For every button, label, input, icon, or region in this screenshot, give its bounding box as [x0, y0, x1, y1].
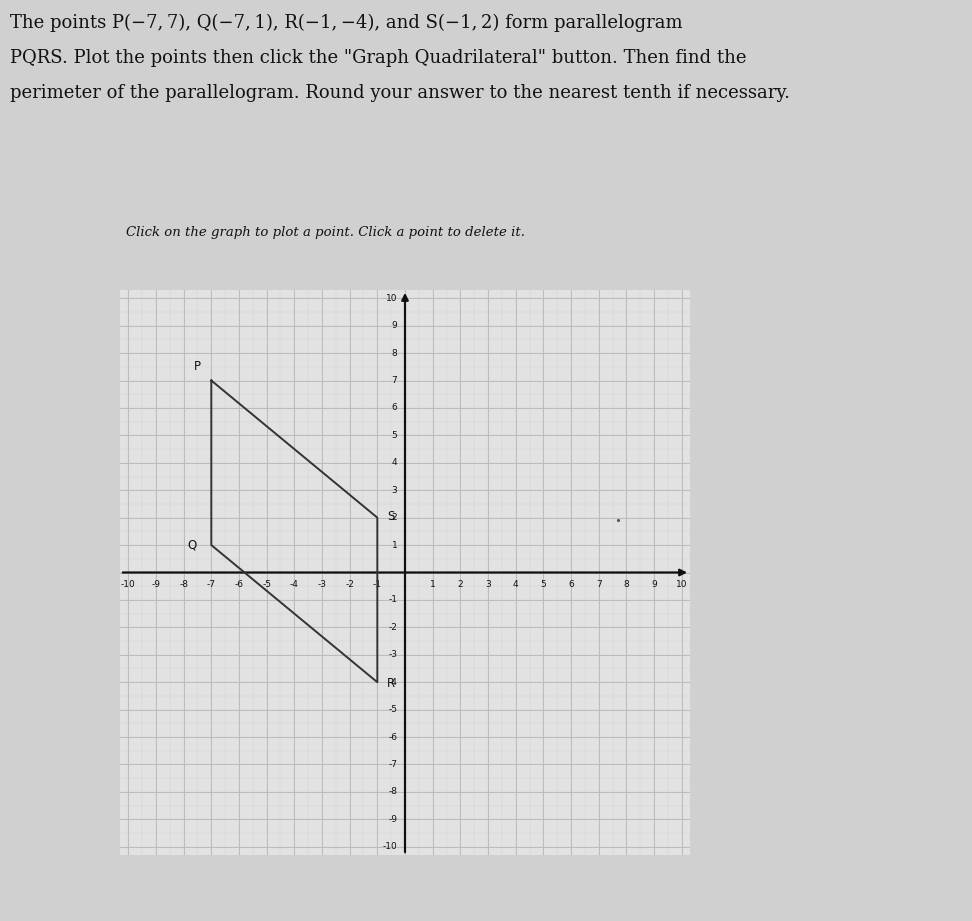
Text: -1: -1 — [388, 596, 398, 604]
Text: -5: -5 — [262, 580, 271, 589]
Text: 3: 3 — [392, 485, 398, 495]
Text: -7: -7 — [207, 580, 216, 589]
Text: -6: -6 — [388, 732, 398, 741]
Text: -1: -1 — [373, 580, 382, 589]
Text: 10: 10 — [676, 580, 687, 589]
Text: 2: 2 — [392, 513, 398, 522]
Text: 6: 6 — [569, 580, 573, 589]
Text: 6: 6 — [392, 403, 398, 413]
Text: 3: 3 — [485, 580, 491, 589]
Text: PQRS. Plot the points then click the "Graph Quadrilateral" button. Then find the: PQRS. Plot the points then click the "Gr… — [10, 49, 746, 67]
Text: -2: -2 — [345, 580, 354, 589]
Text: 2: 2 — [458, 580, 463, 589]
Text: -8: -8 — [388, 787, 398, 797]
Text: -6: -6 — [234, 580, 243, 589]
Text: The points P(−7, 7), Q(−7, 1), R(−1, −4), and S(−1, 2) form parallelogram: The points P(−7, 7), Q(−7, 1), R(−1, −4)… — [10, 14, 682, 32]
Text: 9: 9 — [651, 580, 657, 589]
Text: 7: 7 — [596, 580, 602, 589]
Text: -7: -7 — [388, 760, 398, 769]
Text: 9: 9 — [392, 321, 398, 330]
Text: 4: 4 — [392, 459, 398, 467]
Text: -9: -9 — [388, 815, 398, 824]
Text: 7: 7 — [392, 376, 398, 385]
Text: 1: 1 — [430, 580, 435, 589]
Text: -2: -2 — [389, 623, 398, 632]
Text: 10: 10 — [386, 294, 398, 303]
Text: -3: -3 — [318, 580, 327, 589]
Text: perimeter of the parallelogram. Round your answer to the nearest tenth if necess: perimeter of the parallelogram. Round yo… — [10, 84, 789, 102]
Text: -5: -5 — [388, 705, 398, 714]
Text: 8: 8 — [392, 348, 398, 357]
Text: 5: 5 — [540, 580, 546, 589]
Text: P: P — [194, 360, 201, 373]
Text: -10: -10 — [383, 843, 398, 851]
Text: R: R — [387, 677, 396, 690]
Text: -10: -10 — [121, 580, 136, 589]
Text: -4: -4 — [290, 580, 298, 589]
Text: -4: -4 — [389, 678, 398, 687]
Text: S: S — [388, 510, 395, 523]
Text: 8: 8 — [623, 580, 629, 589]
Text: 4: 4 — [513, 580, 518, 589]
Text: 5: 5 — [392, 431, 398, 440]
Text: -9: -9 — [152, 580, 160, 589]
Text: Click on the graph to plot a point. Click a point to delete it.: Click on the graph to plot a point. Clic… — [126, 226, 525, 239]
Text: -8: -8 — [179, 580, 189, 589]
Text: 1: 1 — [392, 541, 398, 550]
Text: -3: -3 — [388, 650, 398, 659]
Text: Q: Q — [188, 539, 196, 552]
